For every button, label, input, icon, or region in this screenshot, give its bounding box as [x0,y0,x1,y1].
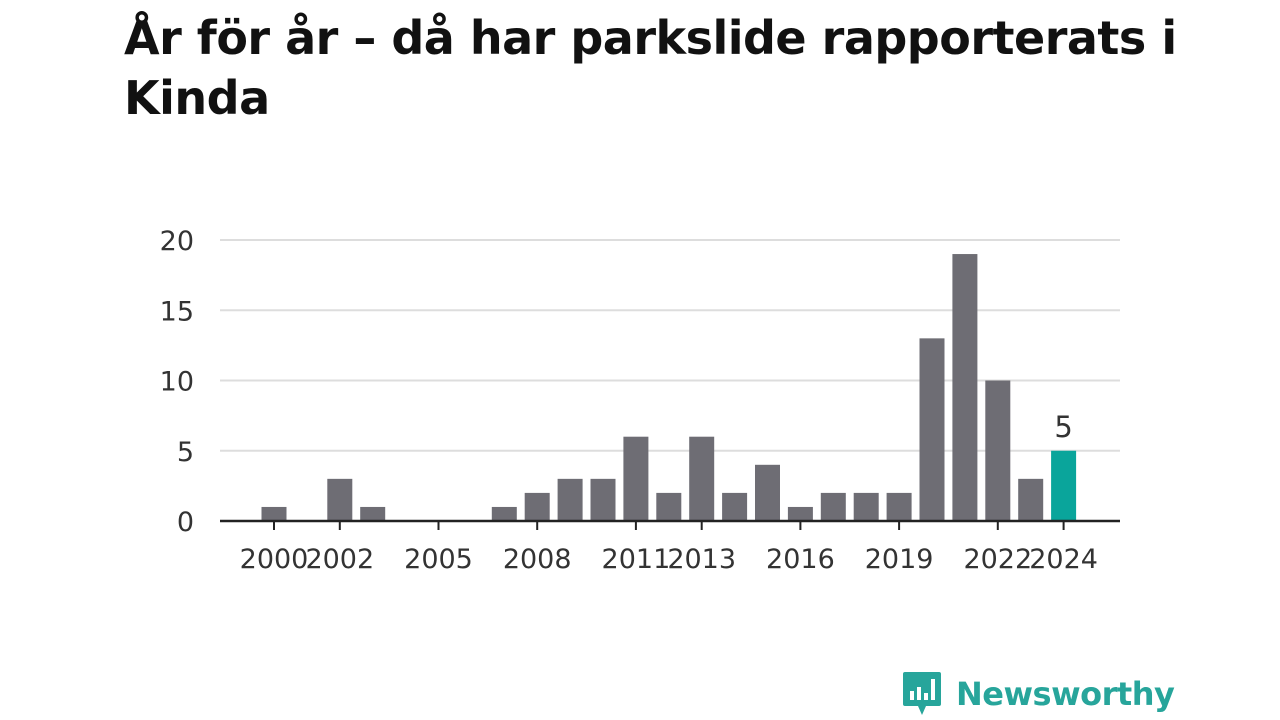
bar-2014 [722,492,748,521]
x-tick-label-2005: 2005 [404,544,473,575]
bar-2022 [985,380,1011,521]
y-axis-labels: 0 5 10 15 20 [160,226,194,538]
y-tick-label-20: 20 [160,226,194,257]
y-tick-label-5: 5 [177,437,194,468]
bar-2018 [853,492,879,521]
x-tick-label-2022: 2022 [963,544,1032,575]
newsworthy-brand: Newsworthy [902,670,1175,718]
x-tick-label-2000: 2000 [240,544,309,575]
bar-2010 [590,478,616,521]
x-tick-label-2024: 2024 [1029,544,1098,575]
bar-2002 [327,478,353,521]
bar-2000 [261,506,287,521]
bar-2007 [491,506,517,521]
bar-chart-speech-bubble-icon [903,672,941,715]
y-tick-label-10: 10 [160,367,194,398]
brand-name: Newsworthy [956,675,1175,713]
bar-2024 [1051,450,1077,521]
bar-2011 [623,436,649,521]
bar-2015 [755,464,780,521]
bar-2003 [360,506,386,521]
bar-2023 [1018,478,1044,521]
grid-lines [220,239,1120,452]
bars [261,254,1077,522]
y-tick-label-15: 15 [160,296,194,327]
bar-2017 [820,492,846,521]
y-tick-label-0: 0 [177,507,194,538]
x-tick-label-2002: 2002 [305,544,374,575]
bar-2016 [787,506,813,521]
bar-2008 [524,492,550,521]
bar-2020 [919,338,945,521]
chart-title: År för år – då har parkslide rapporterat… [124,11,1177,125]
bar-2019 [886,492,912,521]
data-labels: 5 [1054,410,1072,444]
bar-2012 [656,492,682,521]
data-label-2024: 5 [1054,410,1072,444]
x-tick-label-2013: 2013 [667,544,736,575]
bar-2009 [557,478,583,521]
x-tick-label-2008: 2008 [503,544,572,575]
x-tick-label-2019: 2019 [865,544,934,575]
bar-2021 [952,254,978,522]
x-tick-label-2011: 2011 [602,544,671,575]
bar-2013 [689,436,715,521]
x-tick-label-2016: 2016 [766,544,835,575]
